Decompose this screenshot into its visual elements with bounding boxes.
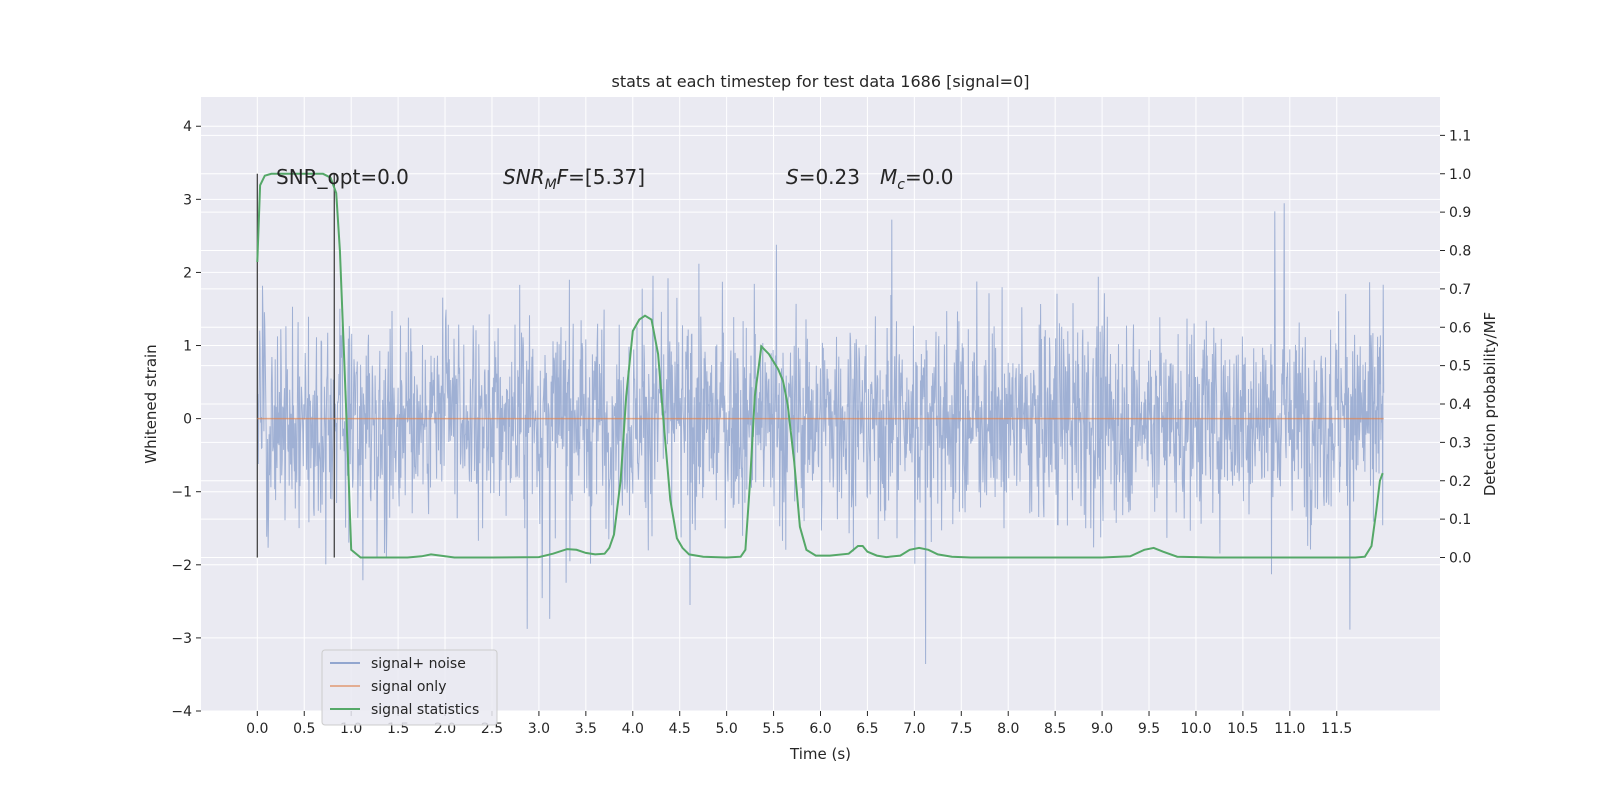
- x-tick-label: 8.5: [1044, 721, 1066, 737]
- x-tick-label: 4.5: [669, 721, 691, 737]
- x-tick-label: 4.0: [622, 721, 644, 737]
- s-value: =0.23: [799, 165, 860, 189]
- annotation-mc: Mc=0.0: [880, 165, 954, 193]
- signal-noise-line: [256, 203, 1385, 665]
- right-y-axis-label: Detection probability/MF: [1481, 312, 1499, 496]
- legend: signal+ noise signal only signal statist…: [321, 649, 498, 726]
- annotation-snr-mf: SNRMF=[5.37]: [503, 165, 645, 193]
- right-y-axis-ticks: 1.1 1.0 0.9 0.8 0.7 0.6 0.5 0.4 0.3 0.2 0.1 0.0: [1440, 128, 1471, 567]
- right-y-tick-label: 1.1: [1449, 128, 1471, 144]
- x-tick-label: 10.5: [1227, 721, 1258, 737]
- x-tick-label: 3.5: [575, 721, 597, 737]
- legend-label-signal-only: signal only: [371, 679, 446, 695]
- legend-box: [321, 649, 498, 726]
- mc-sub: c: [897, 177, 905, 193]
- x-tick-label: 8.0: [997, 721, 1019, 737]
- x-axis-label: Time (s): [789, 745, 851, 763]
- y-tick-label: 3: [183, 192, 192, 208]
- right-y-tick-label: 0.7: [1449, 282, 1471, 298]
- legend-label-statistics: signal statistics: [371, 702, 479, 718]
- x-tick-label: 9.0: [1091, 721, 1113, 737]
- y-tick-label: 4: [183, 119, 192, 135]
- y-tick-label: 0: [183, 412, 192, 428]
- x-tick-label: 7.5: [950, 721, 972, 737]
- snr-mf-sub: M: [545, 177, 557, 193]
- x-tick-label: 10.0: [1180, 721, 1211, 737]
- y-axis-ticks: 4 3 2 1 0 −1 −2 −3 −4: [171, 119, 201, 720]
- right-y-tick-label: 0.6: [1449, 320, 1471, 336]
- x-tick-label: 0.0: [246, 721, 268, 737]
- annotation-s: S=0.23: [786, 165, 860, 189]
- x-tick-label: 11.5: [1321, 721, 1352, 737]
- x-tick-label: 6.5: [856, 721, 878, 737]
- signal-statistics-series: [256, 172, 1384, 559]
- right-y-tick-label: 0.9: [1449, 205, 1471, 221]
- right-y-tick-label: 0.2: [1449, 474, 1471, 490]
- x-tick-label: 5.0: [716, 721, 738, 737]
- chart-title: stats at each timestep for test data 168…: [611, 72, 1029, 91]
- right-y-gridlines: [201, 134, 1440, 558]
- snr-mf-tail: F=[5.37]: [557, 165, 645, 189]
- right-y-tick-label: 0.1: [1449, 512, 1471, 528]
- s-label: S: [786, 165, 799, 189]
- mc-value: =0.0: [905, 165, 954, 189]
- y-tick-label: −4: [171, 704, 192, 720]
- y-tick-label: −2: [171, 558, 192, 574]
- right-y-tick-label: 0.8: [1449, 244, 1471, 260]
- y-tick-label: −1: [171, 485, 192, 501]
- right-y-tick-label: 1.0: [1449, 167, 1471, 183]
- y-tick-label: 1: [183, 339, 192, 355]
- x-tick-label: 11.0: [1274, 721, 1305, 737]
- x-tick-label: 9.5: [1138, 721, 1160, 737]
- legend-label-noise: signal+ noise: [371, 656, 466, 672]
- right-y-tick-label: 0.3: [1449, 435, 1471, 451]
- right-y-tick-label: 0.0: [1449, 551, 1471, 567]
- y-gridlines: [201, 125, 1440, 712]
- y-tick-label: 2: [183, 265, 192, 281]
- signal-statistics-line: [256, 172, 1384, 559]
- x-tick-label: 3.0: [528, 721, 550, 737]
- mc-label: M: [880, 165, 897, 189]
- right-y-tick-label: 0.5: [1449, 359, 1471, 375]
- x-tick-label: 7.0: [903, 721, 925, 737]
- snr-mf-label: SNR: [503, 165, 545, 189]
- y-axis-label: Whitened strain: [142, 344, 160, 463]
- signal-noise-series: [256, 203, 1385, 665]
- x-tick-label: 5.5: [762, 721, 784, 737]
- x-tick-label: 6.0: [809, 721, 831, 737]
- annotation-snr-opt: SNR_opt=0.0: [276, 165, 409, 189]
- right-y-tick-label: 0.4: [1449, 397, 1471, 413]
- x-tick-label: 0.5: [293, 721, 315, 737]
- y-tick-label: −3: [171, 631, 192, 647]
